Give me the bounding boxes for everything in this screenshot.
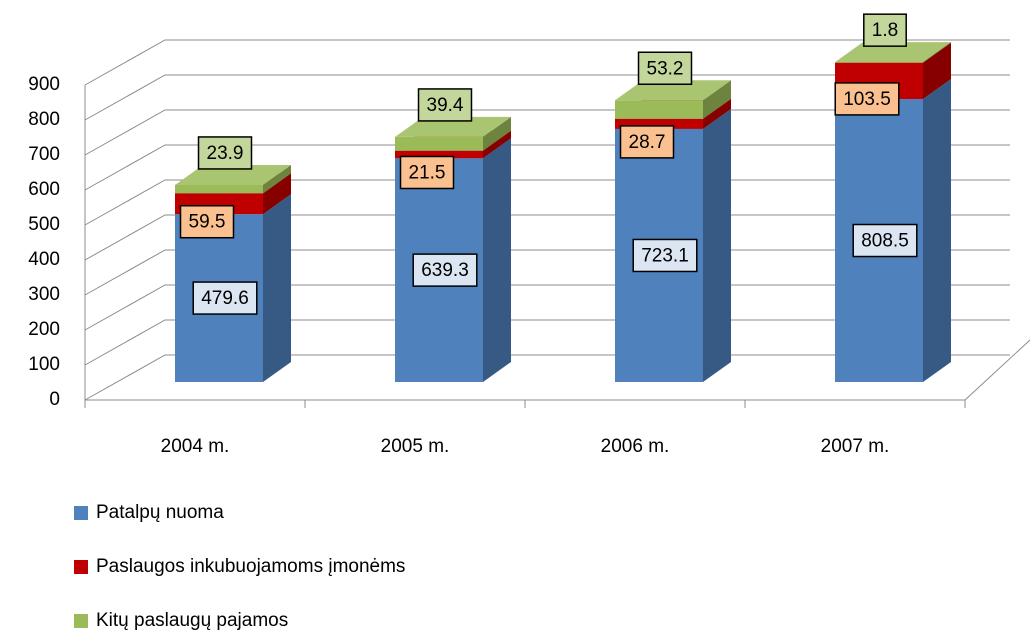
x-tick-label: 2005 m. xyxy=(381,436,450,457)
value-label: 39.4 xyxy=(427,95,464,116)
x-tick-label: 2007 m. xyxy=(821,436,890,457)
y-tick-label: 100 xyxy=(28,354,60,375)
grid-line xyxy=(84,74,1010,121)
bar-side xyxy=(923,42,951,63)
bar-side xyxy=(703,80,731,119)
bar-side xyxy=(703,108,731,382)
legend-swatch xyxy=(74,506,88,520)
bar-side xyxy=(703,98,731,129)
y-tick-label: 200 xyxy=(28,319,60,340)
bar-top xyxy=(175,164,291,185)
bar-top xyxy=(395,116,511,137)
floor-edge xyxy=(964,339,1031,401)
value-label-box xyxy=(197,136,253,170)
bar-front xyxy=(395,150,483,159)
bar-front xyxy=(395,136,483,151)
value-label-box xyxy=(834,82,900,116)
value-label: 23.9 xyxy=(207,143,244,164)
bar-segment xyxy=(175,164,291,194)
value-label: 639.3 xyxy=(421,260,469,281)
legend-label: Patalpų nuoma xyxy=(96,502,224,523)
bar-front xyxy=(175,184,263,194)
bar-segment xyxy=(395,116,511,151)
legend-swatch xyxy=(74,560,88,574)
bar-side xyxy=(483,130,511,159)
value-label: 21.5 xyxy=(409,162,446,183)
y-tick-label: 800 xyxy=(28,109,60,130)
grid-line xyxy=(84,39,1010,86)
y-tick-label: 0 xyxy=(49,389,60,410)
value-label-box xyxy=(852,223,918,258)
bar-front xyxy=(615,118,703,129)
y-tick-label: 700 xyxy=(28,144,60,165)
y-tick-label: 600 xyxy=(28,179,60,200)
value-label-box xyxy=(412,253,478,287)
bar-side xyxy=(483,138,511,382)
value-label: 808.5 xyxy=(861,231,909,252)
value-label: 53.2 xyxy=(647,58,684,79)
bar-side xyxy=(263,194,291,382)
y-tick-label: 900 xyxy=(28,74,60,95)
value-label-box xyxy=(399,155,455,190)
bar-side xyxy=(923,42,951,100)
value-label: 28.7 xyxy=(629,132,666,153)
value-label-box xyxy=(632,238,698,273)
x-tick-label: 2004 m. xyxy=(161,436,230,457)
bar-front xyxy=(835,62,923,63)
value-label-box xyxy=(192,281,258,315)
bar-side xyxy=(263,164,291,194)
bar-top xyxy=(615,80,731,101)
value-label: 59.5 xyxy=(189,212,226,233)
value-label-box xyxy=(637,51,693,85)
y-tick-label: 500 xyxy=(28,214,60,235)
bar-side xyxy=(483,116,511,151)
bar-segment xyxy=(615,80,731,119)
x-tick-label: 2006 m. xyxy=(601,436,670,457)
bar-side xyxy=(923,79,951,383)
value-label-box xyxy=(417,88,473,122)
bar-segment xyxy=(835,42,951,63)
value-label: 1.8 xyxy=(872,20,898,41)
legend-label: Paslaugos inkubuojamoms įmonėms xyxy=(96,556,405,577)
value-label: 479.6 xyxy=(201,288,249,309)
legend-label: Kitų paslaugų pajamos xyxy=(96,610,288,631)
value-label: 723.1 xyxy=(641,245,689,266)
legend-swatch xyxy=(74,614,88,628)
value-label: 103.5 xyxy=(843,89,891,110)
bar-front xyxy=(615,100,703,119)
value-label-box xyxy=(619,125,675,159)
y-tick-label: 400 xyxy=(28,249,60,270)
y-tick-label: 300 xyxy=(28,284,60,305)
value-label-box xyxy=(863,13,907,47)
bar-top xyxy=(835,42,951,63)
value-label-box xyxy=(179,204,235,239)
bar-side xyxy=(263,173,291,215)
